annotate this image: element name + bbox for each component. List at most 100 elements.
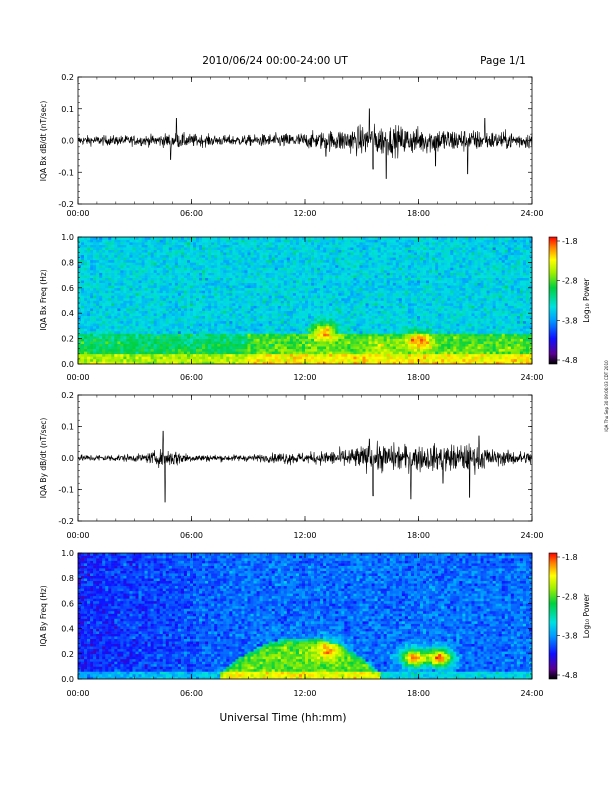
spectrogram-cell [308,275,312,278]
spectrogram-cell [202,341,206,344]
spectrogram-cell [220,328,224,332]
spectrogram-cell [132,247,136,250]
spectrogram-cell [271,356,276,360]
spectrogram-cell [283,277,288,281]
spectrogram-cell [247,254,251,258]
spectrogram-cell [138,287,142,291]
spectrogram-cell [220,308,224,311]
spectrogram-cell [277,318,282,322]
spectrogram-cell [365,353,369,357]
spectrogram-cell [132,287,136,291]
spectrogram-cell [247,308,251,311]
spectrogram-cell [298,315,303,319]
spectrogram-cell [317,343,321,347]
spectrogram-cell [114,297,118,301]
spectrogram-cell [196,303,200,306]
spectrogram-cell [338,272,342,276]
spectrogram-cell [156,338,161,342]
spectrogram-cell [108,333,112,337]
spectrogram-cell [265,323,269,327]
spectrogram-cell [362,361,366,365]
spectrogram-cell [199,239,203,243]
spectrogram-cell [78,351,82,355]
spectrogram-cell [356,343,360,347]
spectrogram-cell [362,270,366,273]
spectrogram-cell [305,336,309,339]
spectrogram-cell [211,323,215,327]
spectrogram-cell [159,247,164,250]
spectrogram-cell [365,328,369,332]
spectrogram-cell [271,333,276,337]
spectrogram-cell [196,308,200,311]
spectrogram-cell [90,244,94,248]
spectrogram-cell [183,275,188,278]
spectrogram-cell [150,346,154,350]
spectrogram-cell [226,275,230,278]
spectrogram-cell [353,323,357,327]
spectrogram-cell [268,313,273,317]
spectrogram-cell [220,287,224,291]
spectrogram-cell [211,297,215,301]
spectrogram-cell [208,361,212,365]
spectrogram-cell [105,237,109,240]
spectrogram-cell [174,285,179,289]
spectrogram-cell [356,333,360,337]
spectrogram-cell [298,328,303,332]
spectrogram-cell [147,277,151,281]
spectrogram-cell [174,310,179,314]
spectrogram-cell [96,280,100,284]
spectrogram-cell [132,300,136,304]
spectrogram-cell [317,272,321,276]
spectrogram-cell [232,267,236,271]
spectrogram-cell [262,237,266,240]
spectrogram-cell [338,249,342,253]
spectrogram-cell [314,257,318,261]
spectrogram-cell [235,351,239,355]
spectrogram-cell [114,280,118,284]
spectrogram-cell [180,257,185,261]
spectrogram-cell [117,318,121,322]
spectrogram-cell [208,305,212,309]
spectrogram-cell [132,252,136,256]
spectrogram-cell [356,287,360,291]
spectrogram-cell [335,318,339,322]
spectrogram-cell [138,237,142,240]
spectrogram-cell [156,275,161,278]
spectrogram-cell [202,277,206,281]
spectrogram-cell [323,242,327,245]
spectrogram-cell [93,330,97,334]
spectrogram-cell [129,287,133,291]
spectrogram-cell [262,313,266,317]
spectrogram-cell [250,290,254,294]
spectrogram-cell [99,285,103,289]
spectrogram-cell [205,358,209,362]
spectrogram-cell [232,346,236,350]
spectrogram-cell [126,315,130,319]
spectrogram-cell [326,356,330,360]
spectrogram-cell [326,323,330,327]
spectrogram-cell [202,280,206,284]
spectrogram-cell [168,237,173,240]
spectrogram-cell [96,257,100,261]
spectrogram-cell [84,242,88,245]
spectrogram-cell [235,244,239,248]
spectrogram-cell [229,285,233,289]
spectrogram-cell [132,280,136,284]
spectrogram-cell [244,313,248,317]
spectrogram-cell [156,257,161,261]
spectrogram-cell [314,353,318,357]
spectrogram-cell [329,272,333,276]
spectrogram-cell [262,297,266,301]
spectrogram-cell [189,343,194,347]
spectrogram-cell [102,300,106,304]
spectrogram-cell [111,275,115,278]
spectrogram-cell [286,252,291,256]
spectrogram-cell [223,287,227,291]
spectrogram-cell [262,300,266,304]
spectrogram-cell [277,356,282,360]
spectrogram-cell [244,244,248,248]
spectrogram-cell [271,282,276,286]
spectrogram-cell [353,287,357,291]
spectrogram-cell [105,328,109,332]
spectrogram-cell [317,361,321,365]
